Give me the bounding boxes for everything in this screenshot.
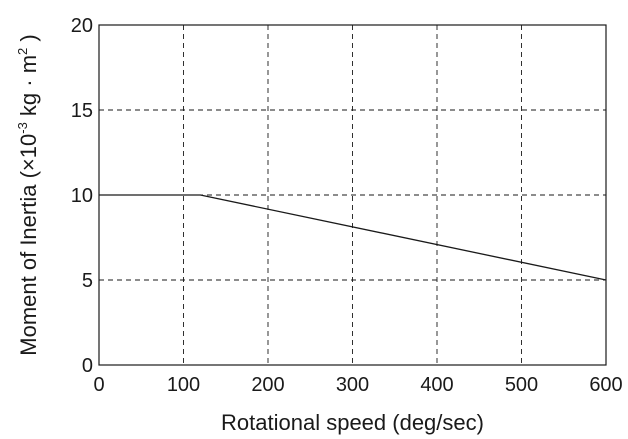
y-axis-title: Moment of Inertia (×10-3 kg · m2 ) xyxy=(15,34,41,355)
y-axis-title-exponent-1: -3 xyxy=(15,122,30,134)
x-tick-label-300: 300 xyxy=(336,374,369,396)
y-tick-label-5: 5 xyxy=(82,270,93,292)
x-tick-label-500: 500 xyxy=(505,374,538,396)
x-tick-label-0: 0 xyxy=(93,374,104,396)
x-tick-label-600: 600 xyxy=(589,374,622,396)
x-tick-label-100: 100 xyxy=(167,374,200,396)
y-axis-title-suffix: ) xyxy=(16,34,41,47)
plot-frame xyxy=(98,24,607,366)
y-axis-title-exponent-2: 2 xyxy=(15,48,30,55)
x-tick-label-200: 200 xyxy=(251,374,284,396)
y-axis-tick-labels: 0 5 10 15 20 xyxy=(71,15,93,377)
y-tick-label-15: 15 xyxy=(71,100,93,122)
y-tick-label-20: 20 xyxy=(71,15,93,37)
series-line-0 xyxy=(99,194,607,281)
grid-lines-vertical xyxy=(183,25,522,365)
y-tick-label-10: 10 xyxy=(71,185,93,207)
x-axis-tick-labels: 0 100 200 300 400 500 600 xyxy=(93,374,622,396)
y-tick-label-0: 0 xyxy=(82,355,93,377)
x-tick-label-400: 400 xyxy=(420,374,453,396)
y-axis-title-prefix: Moment of Inertia (×10 xyxy=(16,134,41,356)
data-series xyxy=(99,194,607,281)
y-axis-title-middle: kg · m xyxy=(16,55,41,122)
x-axis-title: Rotational speed (deg/sec) xyxy=(221,410,484,435)
